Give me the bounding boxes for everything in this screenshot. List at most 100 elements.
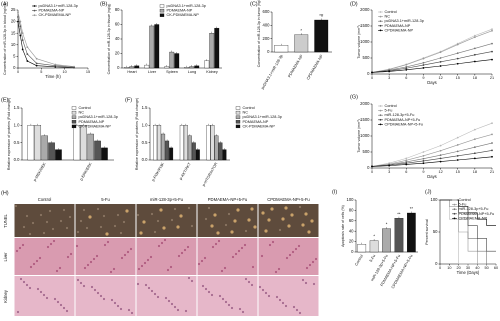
cell-nucleus — [25, 283, 29, 287]
cell-nucleus — [167, 299, 171, 303]
point — [456, 52, 459, 55]
point — [26, 53, 29, 55]
x-tick-label: 12 — [438, 76, 442, 80]
bar — [184, 67, 190, 69]
histology-image — [136, 276, 197, 316]
bar — [394, 218, 404, 253]
bar — [134, 65, 140, 69]
bar — [218, 142, 223, 161]
bar — [157, 125, 162, 161]
point — [422, 162, 425, 165]
cell-nucleus — [176, 225, 180, 229]
point — [73, 65, 75, 68]
legend-label: pcDNA3.1+miR-128-3p — [79, 115, 118, 119]
x-tick-label: 5-Fu — [369, 254, 376, 263]
y-tick-label: 80 — [115, 7, 120, 12]
cell-nucleus — [291, 250, 295, 254]
cell-nucleus — [45, 296, 49, 300]
cell-nucleus — [82, 284, 86, 288]
legend-swatch — [235, 106, 241, 110]
cell-nucleus — [69, 252, 73, 256]
cell-nucleus — [187, 206, 191, 210]
point — [473, 138, 476, 141]
x-tick-label: 5 — [40, 70, 42, 74]
point — [405, 63, 408, 66]
cell-nucleus — [90, 285, 94, 289]
x-tick-label: Heart — [127, 70, 137, 74]
cell-nucleus — [119, 231, 123, 235]
column-label: Control — [38, 197, 52, 202]
y-tick-label: 5 — [13, 54, 16, 59]
legend-swatch — [235, 124, 241, 129]
x-tick-label: 0 — [439, 266, 441, 270]
cell-nucleus — [230, 230, 234, 234]
cell-nucleus — [180, 251, 184, 255]
cell-nucleus — [264, 291, 268, 295]
cell-nucleus — [79, 219, 83, 223]
point — [422, 154, 425, 157]
bar — [194, 65, 200, 69]
cell-nucleus — [119, 307, 123, 311]
x-tick-label: 15 — [456, 76, 460, 80]
legend-swatch — [453, 208, 456, 211]
cell-nucleus — [301, 278, 305, 282]
y-tick-label: 0 — [13, 65, 16, 70]
cell-nucleus — [146, 258, 150, 262]
x-tick-label: Kidney — [206, 70, 218, 74]
legend-swatch — [453, 199, 456, 201]
point — [439, 154, 442, 157]
cell-nucleus — [120, 256, 124, 260]
cell-nucleus — [147, 286, 151, 290]
y-axis-label: Tumor volume (mm³) — [357, 25, 361, 58]
y-tick-label: 1.0 — [14, 122, 20, 127]
point — [422, 151, 425, 153]
cell-nucleus — [244, 277, 248, 281]
bar — [169, 147, 174, 161]
cell-nucleus — [308, 263, 312, 267]
point — [422, 160, 425, 162]
cell-nucleus — [153, 292, 157, 296]
cell-nucleus — [203, 256, 207, 260]
point — [388, 70, 391, 73]
point — [405, 159, 408, 162]
cell-nucleus — [15, 249, 19, 253]
bar — [149, 25, 155, 69]
point — [439, 57, 442, 59]
histology-image — [197, 238, 258, 275]
cell-nucleus — [126, 250, 130, 254]
y-tick-label: 1500 — [360, 23, 370, 28]
bar — [357, 244, 367, 253]
cell-nucleus — [53, 297, 57, 301]
point — [19, 20, 22, 23]
cell-nucleus — [177, 254, 181, 258]
cell-nucleus — [233, 219, 237, 223]
legend-swatch — [71, 124, 77, 129]
point — [26, 60, 29, 62]
point — [473, 53, 476, 56]
x-tick-label: p-MEK/MEK — [33, 162, 47, 182]
column-label: 5-Fu — [101, 197, 110, 202]
histology-image — [258, 276, 319, 316]
point — [405, 68, 408, 71]
legend-label: 5-Fu — [385, 109, 393, 113]
y-tick-label: 100 — [431, 197, 439, 202]
histology-image — [75, 238, 136, 275]
y-tick-label: 40 — [115, 36, 120, 41]
bar — [382, 228, 391, 253]
legend-label: PDMAEMA-NP — [39, 9, 65, 13]
bar — [144, 64, 150, 69]
cell-nucleus — [267, 294, 271, 298]
cell-nucleus — [65, 226, 69, 230]
cell-nucleus — [82, 208, 86, 212]
legend-swatch — [71, 120, 77, 124]
cell-nucleus — [122, 220, 126, 224]
cell-nucleus — [210, 224, 214, 228]
legend-swatch — [453, 203, 456, 206]
cell-nucleus — [66, 255, 70, 259]
cell-nucleus — [93, 288, 97, 292]
cell-nucleus — [18, 246, 22, 250]
point — [473, 157, 476, 160]
cell-nucleus — [213, 213, 217, 217]
legend-swatch — [379, 15, 382, 18]
